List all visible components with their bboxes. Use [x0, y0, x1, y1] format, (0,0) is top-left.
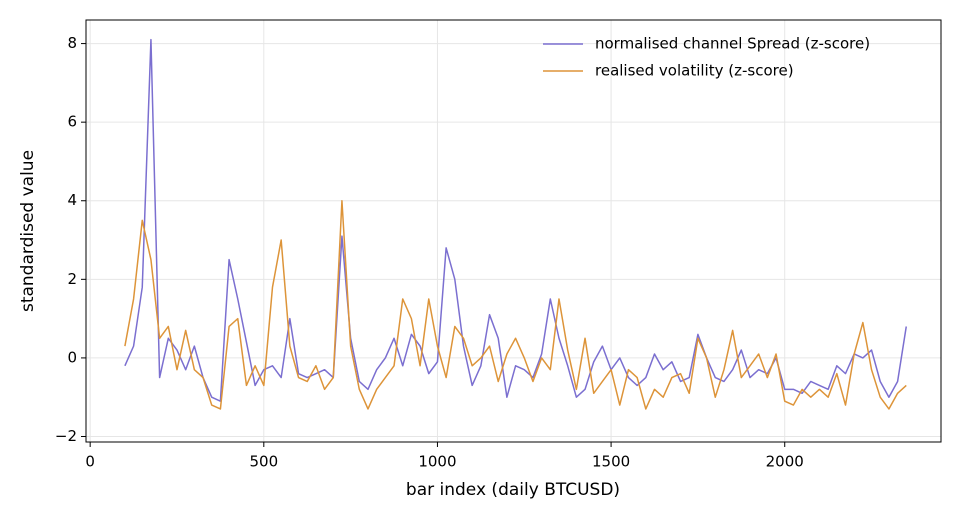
y-tick-label: −2 [55, 427, 77, 445]
y-axis-label: standardised value [18, 150, 38, 312]
legend-label: realised volatility (z-score) [595, 62, 794, 80]
series-line [124, 199, 907, 410]
y-tick-label: 0 [67, 348, 77, 366]
y-tick-label: 6 [67, 113, 77, 131]
legend-label: normalised channel Spread (z-score) [595, 35, 870, 53]
y-tick-label: 8 [67, 34, 77, 52]
x-tick-label: 1000 [418, 453, 456, 471]
y-tick-label: 4 [67, 191, 77, 209]
plot-frame [85, 19, 942, 443]
x-tick-label: 500 [249, 453, 278, 471]
x-tick-label: 0 [85, 453, 95, 471]
x-tick-label: 2000 [766, 453, 804, 471]
x-tick-label: 1500 [592, 453, 630, 471]
x-axis-label: bar index (daily BTCUSD) [406, 480, 620, 500]
y-tick-label: 2 [67, 270, 77, 288]
